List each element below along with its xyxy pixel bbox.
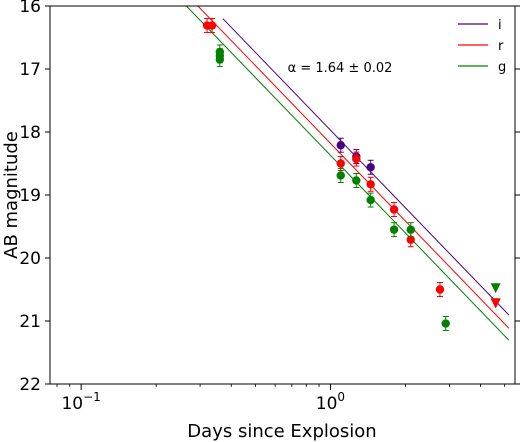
legend: irg	[458, 18, 506, 75]
legend-label-g: g	[498, 60, 506, 75]
x-tick-labels: 10−1 100	[61, 390, 345, 414]
y-tick-label: 20	[19, 249, 41, 269]
y-tick-label: 19	[19, 186, 41, 206]
data-point-g	[352, 176, 361, 185]
data-point-r	[389, 205, 399, 214]
data-point-g	[366, 195, 375, 205]
upper-limit-marker-g	[490, 283, 501, 294]
fit-line-i	[222, 18, 510, 316]
x-tick-label: 100	[316, 390, 345, 414]
data-point-r	[336, 159, 345, 168]
data-point-r	[207, 21, 217, 30]
data-points	[202, 18, 501, 332]
y-tick-label: 22	[19, 375, 41, 395]
legend-label-i: i	[498, 18, 502, 33]
y-tick-label: 21	[19, 312, 41, 332]
data-point-i	[336, 141, 345, 150]
data-point-g	[336, 171, 345, 180]
y-tick-label: 18	[19, 123, 41, 143]
data-point-g	[389, 225, 399, 234]
fit-line-r	[197, 6, 510, 329]
alpha-annotation: α = 1.64 ± 0.02	[288, 61, 393, 76]
data-point-g	[406, 225, 415, 234]
data-point-g	[441, 319, 450, 328]
data-point-g	[215, 55, 225, 64]
x-tick-label: 10−1	[61, 390, 100, 414]
axis-ticks	[45, 5, 520, 390]
y-tick-label: 17	[19, 60, 41, 80]
data-point-r	[435, 285, 445, 294]
fit-line-g	[185, 6, 510, 341]
fit-lines	[185, 6, 510, 341]
data-point-r	[406, 235, 415, 244]
data-point-i	[366, 163, 375, 172]
y-tick-label: 16	[19, 0, 41, 17]
legend-label-r: r	[498, 39, 504, 54]
y-tick-labels: 16 17 18 19 20 21 22	[19, 0, 41, 395]
data-point-r	[366, 180, 375, 189]
upper-limit-marker-r	[490, 298, 501, 309]
y-axis-title: AB magnitude	[1, 131, 22, 259]
x-axis-title: Days since Explosion	[187, 421, 376, 442]
data-point-r	[352, 154, 361, 164]
